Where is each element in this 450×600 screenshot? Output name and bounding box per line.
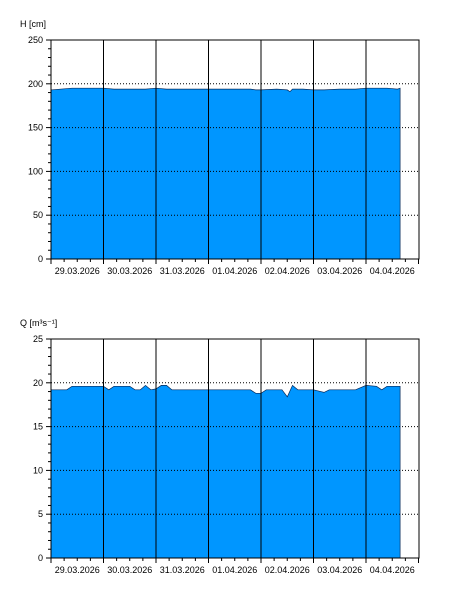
chart-2-ytick-label-4: 20 — [33, 378, 43, 388]
chart-1-ytick-label-5: 250 — [28, 35, 43, 45]
chart-2-series-area-0 — [50, 384, 401, 559]
chart-1-ytick-label-2: 100 — [28, 166, 43, 176]
chart-1-xtick-label-4: 02.04.2026 — [265, 266, 310, 276]
chart-1-ytick-label-3: 150 — [28, 123, 43, 133]
chart-2-xtick-label-5: 03.04.2026 — [317, 565, 362, 575]
chart-2-ytick-label-3: 15 — [33, 422, 43, 432]
chart-1-xtick-label-5: 03.04.2026 — [317, 266, 362, 276]
chart-1-ytick-label-0: 0 — [38, 254, 43, 264]
chart-1-xtick-label-2: 31.03.2026 — [160, 266, 205, 276]
chart-2-xtick-label-0: 29.03.2026 — [55, 565, 100, 575]
chart-2-ytick-label-0: 0 — [38, 553, 43, 563]
chart-1-ytick-label-4: 200 — [28, 79, 43, 89]
chart-2-xtick-label-6: 04.04.2026 — [370, 565, 415, 575]
chart-1-series-area-0 — [50, 87, 401, 260]
chart-1-xtick-label-3: 01.04.2026 — [212, 266, 257, 276]
chart-1-xtick-label-1: 30.03.2026 — [107, 266, 152, 276]
chart-1-ytick-label-1: 50 — [33, 210, 43, 220]
chart-2-ytick-label-2: 10 — [33, 465, 43, 475]
chart-2-ytick-label-1: 5 — [38, 509, 43, 519]
chart-1-ylabel: H [cm] — [20, 19, 46, 29]
chart-2-xtick-label-3: 01.04.2026 — [212, 565, 257, 575]
chart-2-ylabel: Q [m³s⁻¹] — [20, 318, 57, 328]
chart-1-xtick-label-0: 29.03.2026 — [55, 266, 100, 276]
chart-2-xtick-label-1: 30.03.2026 — [107, 565, 152, 575]
chart-2-xtick-label-2: 31.03.2026 — [160, 565, 205, 575]
chart-2-ytick-label-5: 25 — [33, 334, 43, 344]
chart-2-xtick-label-4: 02.04.2026 — [265, 565, 310, 575]
chart-1-xtick-label-6: 04.04.2026 — [370, 266, 415, 276]
